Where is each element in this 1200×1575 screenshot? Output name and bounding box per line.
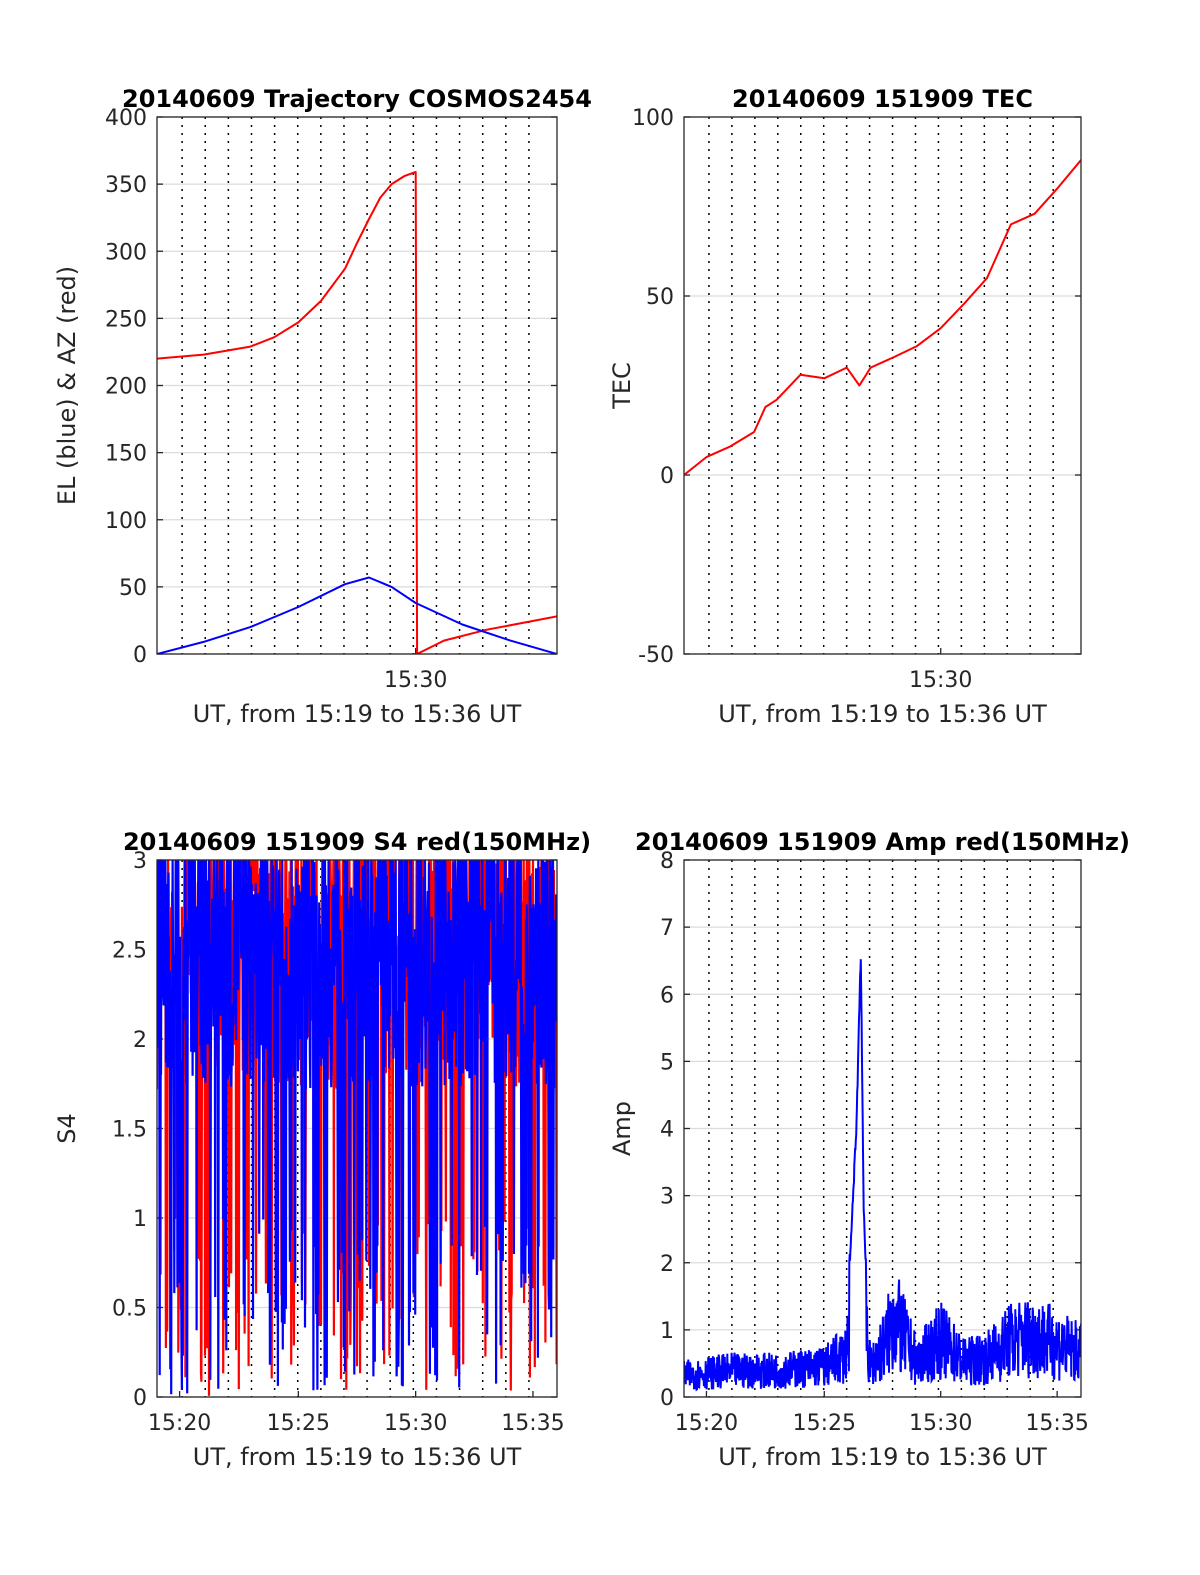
y-axis-label: S4 [53,1113,81,1144]
y-tick-label: -50 [638,643,674,668]
y-tick-label: 300 [105,240,147,265]
x-tick-label: 15:30 [909,1411,972,1436]
series-line-blue [684,959,1081,1392]
series-line-red [684,159,1081,476]
x-axis-label: UT, from 15:19 to 15:36 UT [193,1443,522,1471]
y-tick-label: 2 [660,1252,674,1277]
y-axis-label: EL (blue) & AZ (red) [53,266,81,505]
chart-title: 20140609 151909 TEC [732,85,1033,113]
y-tick-label: 7 [660,916,674,941]
y-tick-label: 4 [660,1118,674,1143]
chart-panel-1: 0 50 100 150 200 250 300 350 400 15:30 20140609 Tr… [53,85,592,728]
y-tick-label: 50 [119,576,147,601]
chart-title: 20140609 Trajectory COSMOS2454 [122,85,592,113]
x-tick-label: 15:25 [793,1411,856,1436]
y-tick-label: 150 [105,442,147,467]
x-tick-label: 15:35 [501,1411,564,1436]
y-tick-label: 100 [632,106,674,131]
y-tick-label: 1.5 [112,1118,147,1143]
y-tick-label: 350 [105,173,147,198]
y-tick-label: 250 [105,307,147,332]
y-tick-label: 1 [660,1319,674,1344]
x-axis-label: UT, from 15:19 to 15:36 UT [718,1443,1047,1471]
y-tick-label: 3 [133,849,147,874]
plot-frame [156,116,558,655]
y-tick-label: 8 [660,849,674,874]
y-tick-label: 50 [646,285,674,310]
series-line-blue [157,576,557,654]
x-tick-label: 15:35 [1025,1411,1088,1436]
y-tick-label: 2 [133,1028,147,1053]
x-tick-label: 15:30 [384,1411,447,1436]
plot-frame [156,859,558,1398]
x-axis-label: UT, from 15:19 to 15:36 UT [193,700,522,728]
y-tick-label: 0 [660,1386,674,1411]
x-tick-label: 15:20 [148,1411,211,1436]
y-tick-label: 2.5 [112,939,147,964]
plot-frame [683,116,1082,655]
y-tick-label: 400 [105,106,147,131]
y-tick-label: 3 [660,1185,674,1210]
y-tick-label: 0 [133,643,147,668]
y-tick-label: 0 [660,464,674,489]
x-tick-label: 15:20 [675,1411,738,1436]
chart-panel-2: -50 0 50 100 15:30 20140609 151909 TEC UT, fro… [608,85,1082,728]
y-tick-label: 6 [660,983,674,1008]
series-line-red [157,171,557,654]
y-axis-label: Amp [608,1101,636,1156]
plot-frame [683,859,1082,1398]
y-tick-label: 1 [133,1207,147,1232]
x-tick-label: 15:30 [909,668,972,693]
chart-panel-3: 0 0.5 1 1.5 2 2.5 3 15:20 15:25 15:30 15:35 2014060… [53,828,591,1471]
y-tick-label: 0.5 [112,1297,147,1322]
y-tick-label: 0 [133,1386,147,1411]
series-line-blue [157,860,557,1395]
x-tick-label: 15:30 [384,668,447,693]
y-tick-label: 100 [105,509,147,534]
y-tick-label: 200 [105,375,147,400]
y-axis-label: TEC [608,362,636,410]
chart-title: 20140609 151909 Amp red(150MHz) [635,828,1130,856]
x-axis-label: UT, from 15:19 to 15:36 UT [718,700,1047,728]
chart-title: 20140609 151909 S4 red(150MHz) [123,828,591,856]
chart-panel-4: 0 1 2 3 4 5 6 7 8 15:20 15:25 15:30 15:35 20140609 15… [608,828,1130,1471]
y-tick-label: 5 [660,1050,674,1075]
x-tick-label: 15:25 [267,1411,330,1436]
